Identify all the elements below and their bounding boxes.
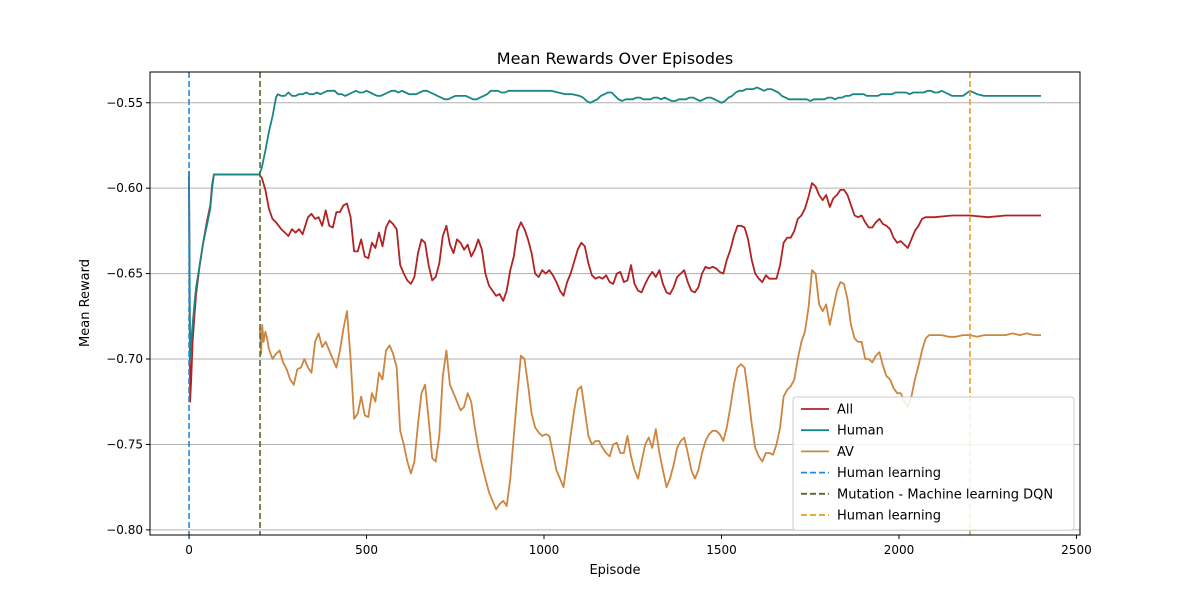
x-tick-label: 0: [185, 543, 193, 557]
legend-label: Human learning: [837, 509, 941, 524]
series-line-all: [188, 173, 1041, 403]
y-tick-label: −0.60: [106, 181, 143, 195]
chart-title: Mean Rewards Over Episodes: [497, 49, 733, 68]
legend: All Human AV Human learning Mutation - Machi…: [792, 396, 1075, 531]
x-tick-label: 1500: [706, 543, 737, 557]
x-tick-label: 1000: [529, 543, 560, 557]
legend-label: Human: [837, 424, 884, 439]
x-tick-label: 500: [355, 543, 378, 557]
legend-label: All: [837, 403, 853, 418]
legend-label: Human learning: [837, 466, 941, 481]
legend-label: AV: [837, 445, 854, 460]
y-tick-label: −0.65: [106, 267, 143, 281]
y-axis-label: Mean Reward: [78, 259, 93, 347]
x-axis-label: Episode: [589, 563, 640, 578]
y-tick-label: −0.75: [106, 437, 143, 451]
x-axis-ticks: 0 500 1000 1500 2000 2500: [185, 535, 1092, 557]
legend-label: Mutation - Machine learning DQN: [837, 487, 1053, 502]
plot-frame: [149, 71, 1081, 536]
y-tick-label: −0.80: [106, 523, 143, 537]
y-tick-label: −0.55: [106, 96, 143, 110]
legend-frame: [792, 396, 1075, 531]
x-tick-label: 2000: [884, 543, 915, 557]
series-line-av: [259, 269, 1041, 511]
y-tick-label: −0.70: [106, 352, 143, 366]
y-axis-ticks: −0.80 −0.75 −0.70 −0.65 −0.60 −0.55: [106, 96, 150, 537]
series-line-human: [188, 86, 1041, 360]
x-tick-label: 2500: [1061, 543, 1092, 557]
plot-lines: [188, 72, 1041, 535]
